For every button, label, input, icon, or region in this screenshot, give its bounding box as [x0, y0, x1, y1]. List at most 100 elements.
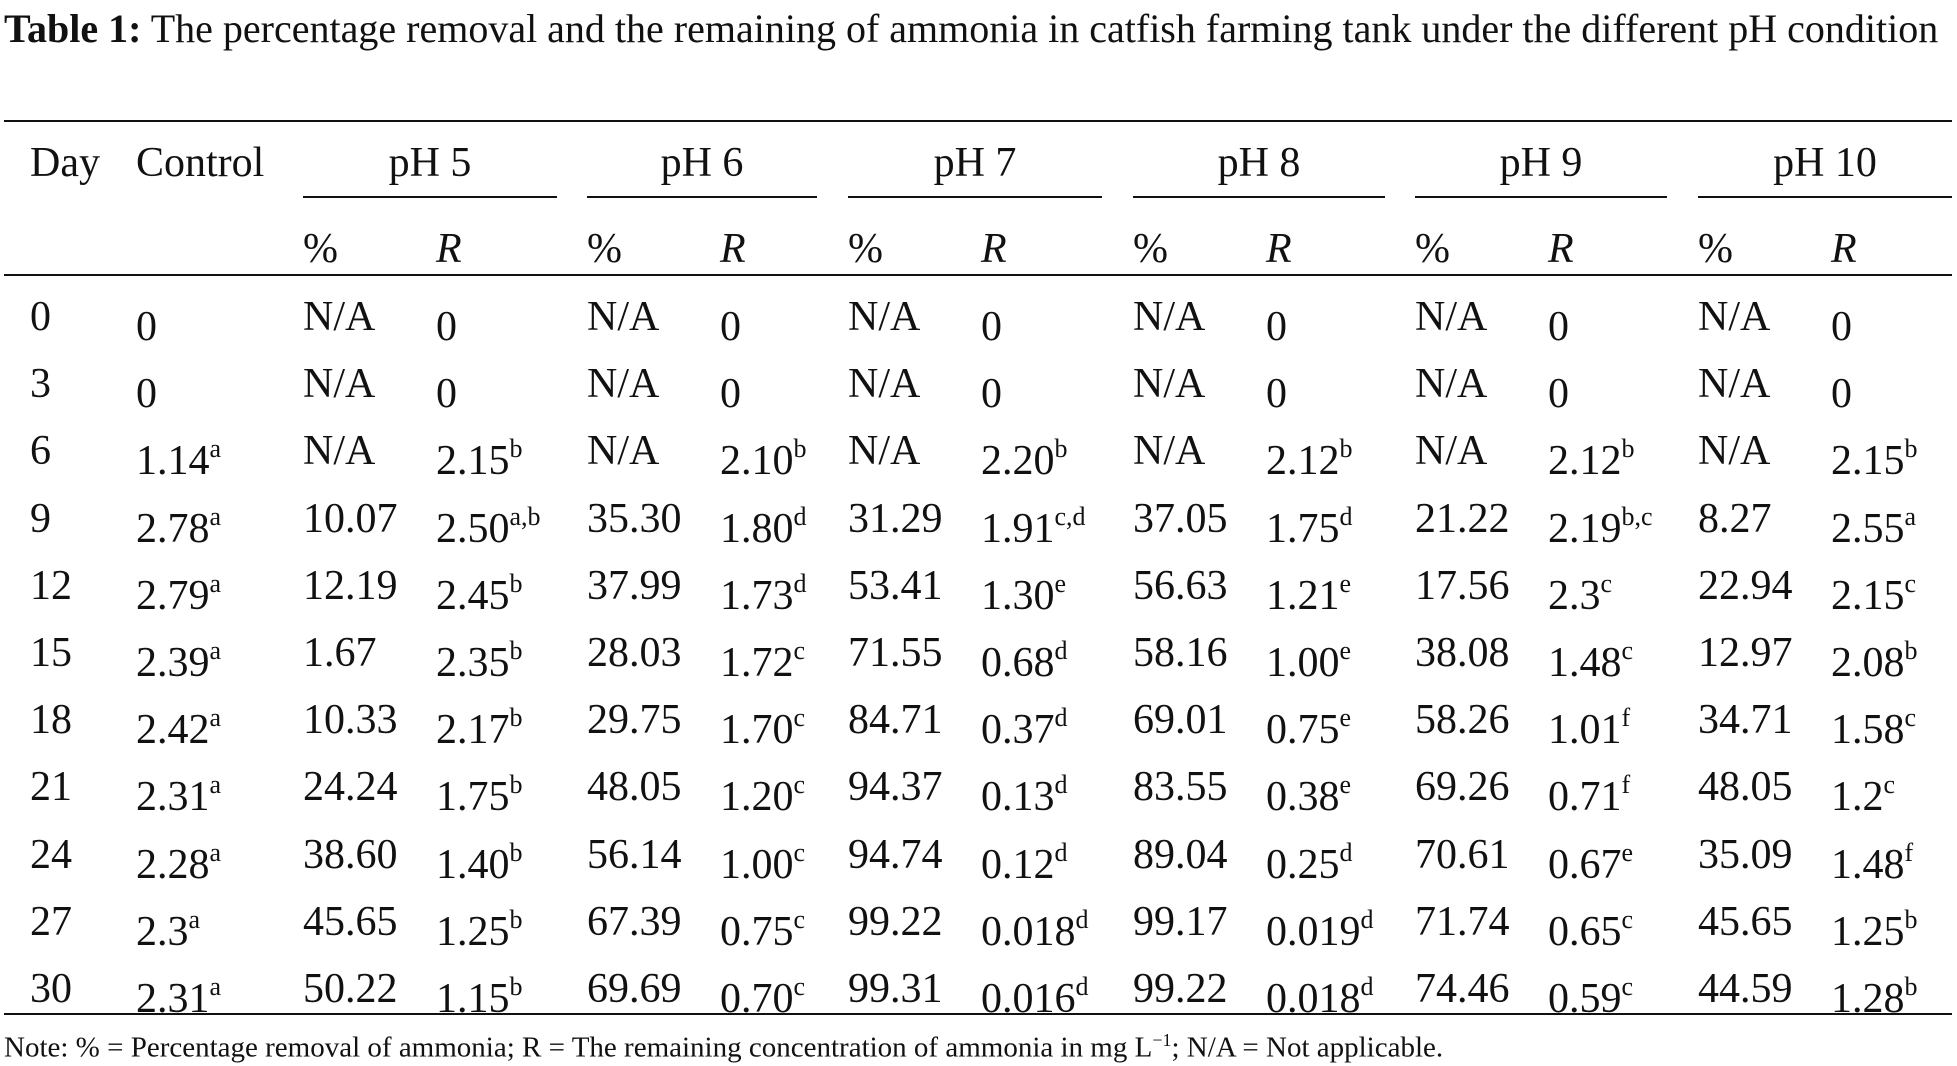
group-rule-2 [587, 196, 817, 198]
cell-percent: 44.59 [1698, 966, 1793, 1012]
cell-percent: 21.22 [1415, 496, 1510, 542]
subheader-percent: % [1698, 226, 1733, 272]
cell-percent: N/A [1698, 361, 1771, 407]
cell-percent: 17.56 [1415, 563, 1510, 609]
cell-value: 0.016 [981, 976, 1076, 1022]
significance-letter: c [1883, 770, 1896, 799]
cell-value: 0 [1266, 371, 1287, 417]
cell-remaining: 1.91c,d [981, 494, 1086, 554]
cell-value: 0 [1548, 371, 1569, 417]
cell-value: 1.25 [436, 909, 510, 955]
cell-percent: 1.67 [303, 630, 377, 676]
cell-percent: N/A [303, 428, 376, 474]
cell-value: 2.55 [1831, 506, 1905, 552]
cell-remaining: 1.75d [1266, 494, 1353, 554]
significance-letter: b [1339, 434, 1353, 463]
subheader-r: R [1831, 226, 1857, 272]
cell-percent: N/A [848, 428, 921, 474]
significance-letter: a [209, 502, 222, 531]
cell-value: 2.28 [136, 842, 210, 888]
cell-value: 2.31 [136, 774, 210, 820]
significance-letter: d [1075, 972, 1089, 1001]
cell-percent: 58.26 [1415, 697, 1510, 743]
cell-percent: 69.26 [1415, 764, 1510, 810]
cell-value: 2.15 [1831, 573, 1905, 619]
cell-percent: N/A [1415, 428, 1488, 474]
significance-letter: a [209, 434, 222, 463]
cell-control: 0 [136, 292, 157, 352]
cell-value: 1.58 [1831, 707, 1905, 753]
significance-letter: b [1904, 636, 1918, 665]
table-note: Note: % = Percentage removal of ammonia;… [4, 1022, 1443, 1066]
significance-letter: f [1621, 770, 1631, 799]
cell-percent: N/A [1133, 428, 1206, 474]
cell-percent: 56.63 [1133, 563, 1228, 609]
cell-percent: 35.09 [1698, 832, 1793, 878]
note-text-before: Note: % = Percentage removal of ammonia;… [4, 1031, 1153, 1064]
header-day: Day [30, 140, 100, 186]
subheader-percent: % [1415, 226, 1450, 272]
cell-remaining: 0.59c [1548, 964, 1633, 1024]
subheader-percent: % [1133, 226, 1168, 272]
cell-percent: 83.55 [1133, 764, 1228, 810]
cell-value: 1.20 [720, 774, 794, 820]
cell-value: 2.20 [981, 438, 1055, 484]
cell-remaining: 2.08b [1831, 628, 1918, 688]
cell-percent: N/A [587, 294, 660, 340]
cell-remaining: 0.018d [1266, 964, 1374, 1024]
header-group-6: pH 10 [1773, 140, 1877, 186]
cell-remaining: 1.28b [1831, 964, 1918, 1024]
cell-remaining: 0.12d [981, 830, 1068, 890]
cell-remaining: 1.2c [1831, 762, 1895, 822]
cell-percent: 12.19 [303, 563, 398, 609]
cell-remaining: 2.19b,c [1548, 494, 1653, 554]
note-superscript: −1 [1152, 1030, 1172, 1050]
cell-value: 0 [436, 304, 457, 350]
cell-remaining: 2.15c [1831, 561, 1916, 621]
cell-percent: 53.41 [848, 563, 943, 609]
significance-letter: b,c [1621, 502, 1653, 531]
cell-percent: 56.14 [587, 832, 682, 878]
cell-value: 2.10 [720, 438, 794, 484]
cell-value: 0.12 [981, 842, 1055, 888]
significance-letter: a,b [509, 502, 541, 531]
significance-letter: a [1904, 502, 1917, 531]
cell-percent: 74.46 [1415, 966, 1510, 1012]
significance-letter: c [1621, 972, 1634, 1001]
table-caption-label: Table 1: [4, 6, 142, 51]
cell-remaining: 1.20c [720, 762, 805, 822]
cell-remaining: 0 [1548, 359, 1569, 419]
cell-percent: 50.22 [303, 966, 398, 1012]
significance-letter: c [793, 703, 806, 732]
cell-percent: 22.94 [1698, 563, 1793, 609]
cell-percent: N/A [1415, 294, 1488, 340]
cell-value: 2.39 [136, 640, 210, 686]
significance-letter: d [1339, 838, 1353, 867]
cell-remaining: 1.25b [436, 897, 523, 957]
cell-value: 0 [436, 371, 457, 417]
cell-percent: 94.74 [848, 832, 943, 878]
cell-remaining: 0.38e [1266, 762, 1351, 822]
cell-percent: 70.61 [1415, 832, 1510, 878]
cell-control: 2.39a [136, 628, 221, 688]
cell-remaining: 1.01f [1548, 695, 1630, 755]
subheader-r: R [436, 226, 462, 272]
significance-letter: d [1360, 905, 1374, 934]
cell-percent: 35.30 [587, 496, 682, 542]
cell-value: 1.72 [720, 640, 794, 686]
significance-letter: a [209, 770, 222, 799]
cell-value: 0.018 [1266, 976, 1361, 1022]
cell-value: 0 [981, 371, 1002, 417]
cell-remaining: 0.019d [1266, 897, 1374, 957]
subheader-r: R [720, 226, 746, 272]
cell-day: 21 [30, 764, 72, 810]
significance-letter: e [1621, 838, 1634, 867]
significance-letter: b [509, 569, 523, 598]
cell-remaining: 0 [1548, 292, 1569, 352]
cell-day: 24 [30, 832, 72, 878]
cell-remaining: 0.67e [1548, 830, 1633, 890]
cell-value: 1.91 [981, 506, 1055, 552]
cell-value: 2.45 [436, 573, 510, 619]
significance-letter: a [209, 569, 222, 598]
significance-letter: b [509, 434, 523, 463]
